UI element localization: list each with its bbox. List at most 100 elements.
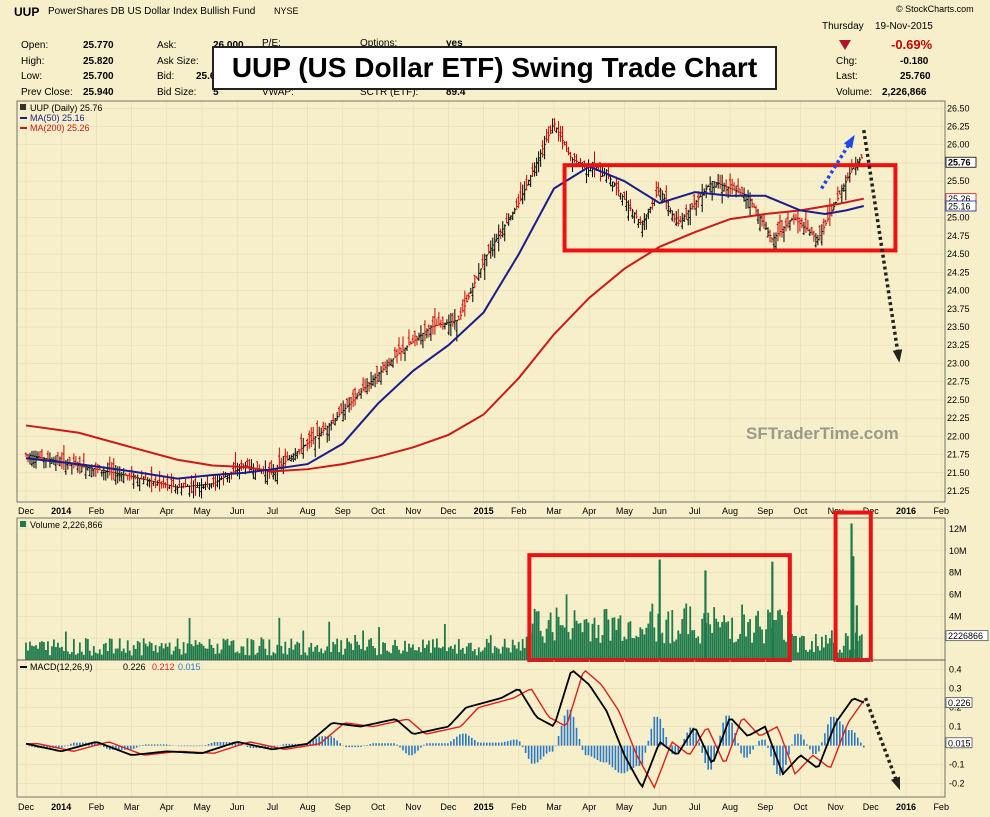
volume-bar xyxy=(631,637,634,660)
histogram-bar xyxy=(770,745,772,757)
histogram-bar xyxy=(862,745,865,748)
volume-bar xyxy=(779,609,781,660)
volume-bar xyxy=(86,639,89,660)
volume-bar xyxy=(505,647,508,660)
macd-x-tick: 2016 xyxy=(896,802,916,812)
volume-bar xyxy=(477,647,480,660)
volume-bar xyxy=(681,619,684,660)
volume-bar xyxy=(358,644,361,660)
volume-bar xyxy=(304,652,307,660)
volume-bar xyxy=(428,640,430,660)
volume-bar xyxy=(82,654,85,660)
volume-bar xyxy=(589,641,592,660)
volume-bar xyxy=(216,643,219,660)
volume-bar xyxy=(693,630,696,660)
volume-bar xyxy=(192,646,195,660)
price-tick-label: 23.75 xyxy=(947,304,970,314)
volume-bar xyxy=(31,645,33,660)
macd-x-tick: Feb xyxy=(89,802,105,812)
volume-bar xyxy=(812,652,815,660)
histogram-bar xyxy=(830,716,832,746)
volume-bar xyxy=(51,646,53,660)
histogram-bar xyxy=(509,740,512,746)
volume-bar xyxy=(408,643,410,660)
volume-tick-label: 4M xyxy=(949,611,962,621)
volume-bar xyxy=(390,653,392,660)
histogram-bar xyxy=(46,745,48,749)
histogram-bar xyxy=(536,745,539,763)
volume-bar xyxy=(76,653,79,660)
histogram-bar xyxy=(31,745,33,747)
volume-bar xyxy=(593,617,596,660)
price-tick-label: 21.25 xyxy=(947,486,970,496)
volume-bar xyxy=(312,651,315,660)
exchange: NYSE xyxy=(274,6,299,16)
histogram-bar xyxy=(105,745,108,749)
histogram-bar xyxy=(560,725,563,746)
symbol: UUP xyxy=(14,5,40,19)
histogram-bar xyxy=(405,745,407,754)
histogram-bar xyxy=(524,745,527,753)
volume-bar xyxy=(298,643,301,660)
volume-bar xyxy=(803,636,805,660)
histogram-bar xyxy=(462,733,464,746)
volume-bar xyxy=(188,617,191,660)
volume-bar xyxy=(587,622,590,660)
volume-bar xyxy=(102,643,105,660)
histogram-bar xyxy=(611,745,614,768)
volume-bar xyxy=(459,649,462,660)
macd-x-tick: Oct xyxy=(371,802,386,812)
volume-bar xyxy=(795,636,797,660)
histogram-bar xyxy=(761,739,763,746)
histogram-bar xyxy=(156,744,159,746)
volume-bar xyxy=(424,647,426,660)
histogram-bar xyxy=(162,744,165,746)
volume-bar xyxy=(824,634,827,660)
volume-bar xyxy=(451,648,454,660)
histogram-bar xyxy=(530,745,533,764)
volume-legend-label: Volume 2,226,866 xyxy=(30,520,103,530)
price-tick-label: 24.50 xyxy=(947,249,970,259)
bid-size-value: 5 xyxy=(213,87,219,98)
histogram-bar xyxy=(58,745,60,749)
volume-bar xyxy=(106,650,109,660)
price-tick-label: 24.00 xyxy=(947,286,970,296)
volume-bar xyxy=(491,653,494,660)
histogram-bar xyxy=(327,736,329,746)
macd-x-tick: Jun xyxy=(652,802,667,812)
histogram-bar xyxy=(102,745,105,747)
histogram-bar xyxy=(821,742,823,746)
volume-bar xyxy=(475,655,478,660)
volume-bar xyxy=(314,646,317,660)
volume-bar xyxy=(551,632,554,660)
volume-bar xyxy=(463,653,466,660)
histogram-bar xyxy=(339,743,341,746)
histogram-bar xyxy=(282,744,285,746)
histogram-bar xyxy=(384,743,386,746)
macd-legend-label: MACD(12,26,9) xyxy=(30,662,93,672)
histogram-bar xyxy=(752,745,754,750)
histogram-bar xyxy=(533,745,536,764)
histogram-bar xyxy=(408,745,410,756)
volume-bar xyxy=(200,643,203,660)
volume-bar xyxy=(338,652,341,660)
histogram-bar xyxy=(76,742,78,746)
macd-x-tick: Sep xyxy=(757,802,773,812)
macd-x-tick: Aug xyxy=(722,802,738,812)
histogram-bar xyxy=(737,743,739,746)
volume-bar xyxy=(240,646,243,660)
histogram-bar xyxy=(309,742,312,746)
histogram-bar xyxy=(551,745,554,752)
volume-bar xyxy=(172,650,175,660)
volume-bar xyxy=(100,654,103,660)
volume-bar xyxy=(507,647,510,660)
volume-bar xyxy=(793,636,795,660)
pane-frame xyxy=(16,517,946,661)
histogram-bar xyxy=(659,718,662,746)
price-x-tick: Jun xyxy=(230,506,245,516)
volume-bar xyxy=(725,622,728,660)
volume-bar xyxy=(820,636,823,660)
volume-bar xyxy=(487,642,490,660)
volume-bar xyxy=(70,651,73,660)
volume-bar xyxy=(194,640,197,660)
